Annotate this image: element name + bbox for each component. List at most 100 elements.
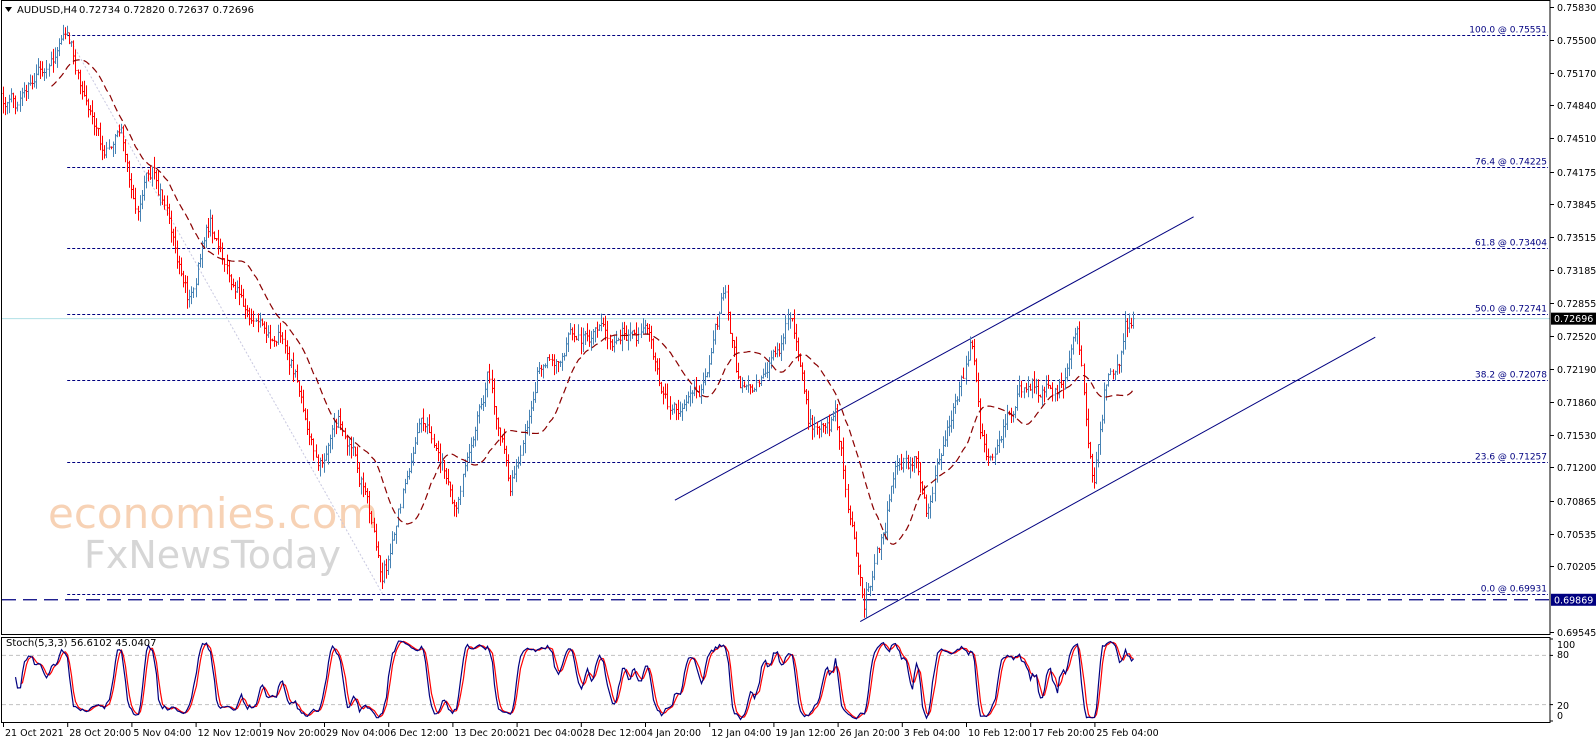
price-bar <box>1128 313 1131 333</box>
price-bar <box>12 92 15 108</box>
price-bar <box>93 112 96 136</box>
price-bar <box>642 318 645 334</box>
price-bar <box>246 305 249 318</box>
price-bar <box>592 329 595 345</box>
price-bar <box>182 270 185 288</box>
price-bar <box>315 444 318 458</box>
price-bar <box>370 511 373 525</box>
price-bar <box>273 336 276 347</box>
price-bar <box>1072 336 1075 355</box>
price-bar <box>122 125 125 152</box>
price-bar <box>625 325 628 341</box>
price-bar <box>132 184 135 200</box>
price-bar <box>828 414 831 437</box>
price-bar <box>664 383 667 399</box>
price-bar <box>687 391 690 404</box>
price-bar <box>174 226 177 254</box>
trendline[interactable] <box>859 336 1376 622</box>
price-bar <box>252 310 255 327</box>
price-bar <box>1093 467 1096 489</box>
price-tick-label: 0.70205 <box>1557 562 1596 573</box>
price-bar <box>101 135 104 161</box>
price-bar <box>103 145 106 159</box>
price-bar <box>248 307 251 326</box>
time-tick-label: 12 Nov 12:00 <box>198 728 262 739</box>
price-bar <box>155 170 158 190</box>
price-bar <box>745 384 748 390</box>
price-bar <box>472 436 475 448</box>
price-bar <box>981 423 984 437</box>
price-bar <box>1103 382 1106 424</box>
price-bar <box>430 426 433 444</box>
price-bar <box>532 391 535 412</box>
price-bar <box>147 169 150 182</box>
price-bar <box>652 338 655 360</box>
price-bar <box>580 327 583 355</box>
price-bar <box>712 330 715 354</box>
dropdown-triangle-icon[interactable] <box>5 7 12 12</box>
price-bar <box>317 454 320 471</box>
price-bar <box>1051 382 1054 402</box>
price-bar <box>646 323 649 335</box>
price-bar <box>598 324 601 332</box>
price-bar <box>600 313 603 332</box>
price-bar <box>1016 385 1019 411</box>
price-bar <box>277 324 280 345</box>
price-bar <box>1076 326 1079 345</box>
price-bar <box>708 355 711 378</box>
price-bar <box>453 499 456 517</box>
price-bar <box>776 342 779 358</box>
price-bar <box>522 440 525 456</box>
price-bar <box>1130 317 1133 329</box>
price-bar <box>1078 321 1081 355</box>
fibonacci-level-label: 50.0 @ 0.72741 <box>1475 305 1547 315</box>
price-bar <box>85 85 88 106</box>
price-bar <box>319 457 322 477</box>
trendline[interactable] <box>674 216 1194 501</box>
price-bar <box>1025 382 1028 393</box>
price-bar <box>1112 369 1115 380</box>
price-bar <box>822 423 825 433</box>
price-bar <box>279 322 282 343</box>
price-bar <box>505 445 508 467</box>
price-bar <box>768 357 771 381</box>
price-bar <box>778 343 781 357</box>
price-bar <box>437 440 440 462</box>
price-bar <box>1085 382 1088 427</box>
price-bar <box>890 485 893 503</box>
price-bar <box>613 335 616 353</box>
price-bar <box>830 416 833 433</box>
price-bar <box>969 336 972 361</box>
price-bar <box>300 385 303 404</box>
price-bar <box>611 339 614 351</box>
price-bar <box>979 398 982 440</box>
price-bar <box>45 59 48 79</box>
price-bar <box>250 308 253 324</box>
price-bar <box>1054 387 1057 402</box>
price-bar <box>395 525 398 544</box>
price-bar <box>294 369 297 378</box>
price-bar <box>329 434 332 454</box>
price-bar <box>590 330 593 351</box>
price-bar <box>134 187 137 214</box>
watermark-fxnewstoday: FxNewsToday <box>84 533 341 577</box>
stochastic-axis-label: 100 <box>1557 640 1575 651</box>
price-bar <box>869 585 872 597</box>
price-bar <box>662 386 665 405</box>
price-bar <box>985 433 988 461</box>
price-bar <box>178 255 181 275</box>
price-bar <box>619 329 622 345</box>
price-bar <box>23 82 26 98</box>
price-bar <box>72 40 75 65</box>
price-bar <box>577 324 580 342</box>
price-bar <box>48 63 51 77</box>
price-bar <box>526 420 529 435</box>
price-bar <box>145 172 148 189</box>
price-bar <box>998 430 1001 453</box>
price-bar <box>876 546 879 565</box>
price-bar <box>551 353 554 367</box>
price-bar <box>755 374 758 392</box>
price-bar <box>426 417 429 435</box>
price-bar <box>859 564 862 587</box>
